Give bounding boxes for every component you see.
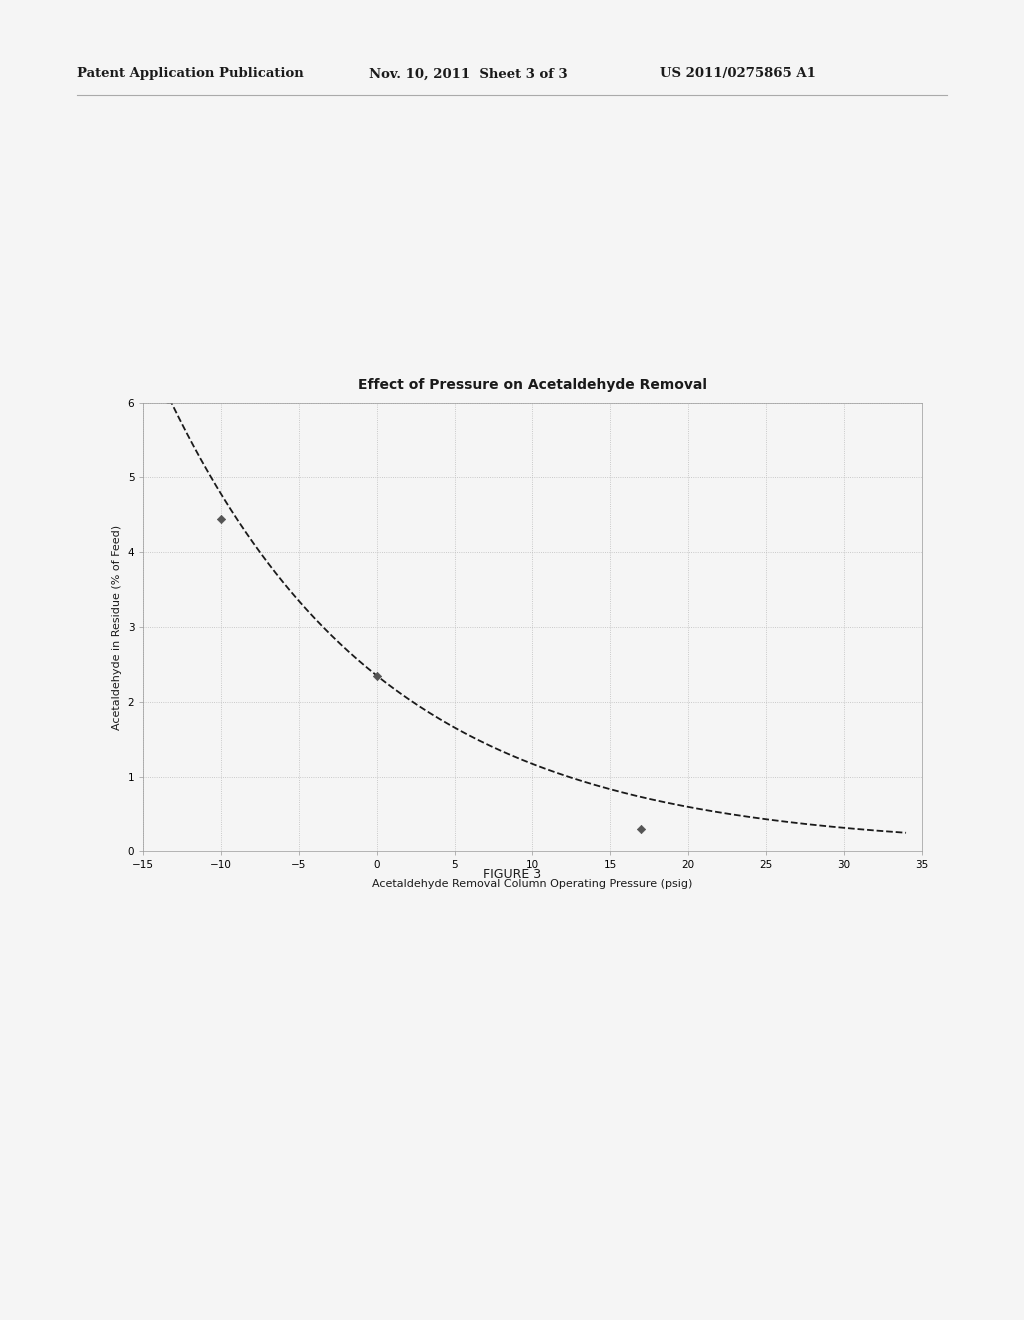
Title: Effect of Pressure on Acetaldehyde Removal: Effect of Pressure on Acetaldehyde Remov…: [358, 378, 707, 392]
Text: Patent Application Publication: Patent Application Publication: [77, 67, 303, 81]
Text: Nov. 10, 2011  Sheet 3 of 3: Nov. 10, 2011 Sheet 3 of 3: [369, 67, 567, 81]
Point: [213, 508, 229, 529]
Text: FIGURE 3: FIGURE 3: [483, 867, 541, 880]
Y-axis label: Acetaldehyde in Residue (% of Feed): Acetaldehyde in Residue (% of Feed): [113, 524, 122, 730]
Point: [369, 665, 385, 686]
Point: [633, 818, 649, 840]
X-axis label: Acetaldehyde Removal Column Operating Pressure (psig): Acetaldehyde Removal Column Operating Pr…: [373, 879, 692, 888]
Text: US 2011/0275865 A1: US 2011/0275865 A1: [660, 67, 816, 81]
